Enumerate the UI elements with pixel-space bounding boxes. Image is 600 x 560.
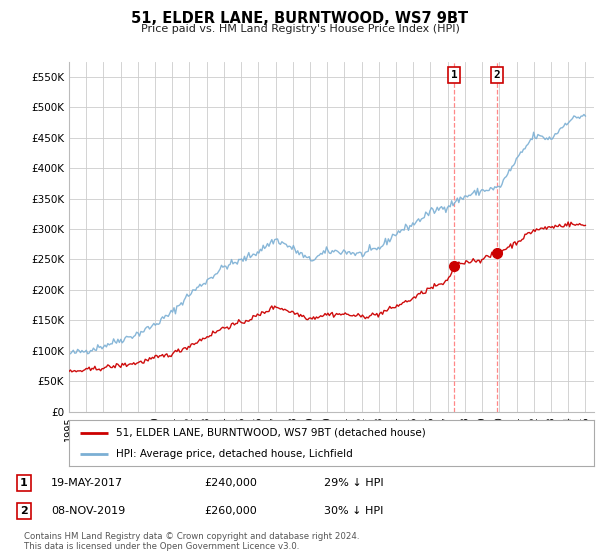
Text: £240,000: £240,000 (204, 478, 257, 488)
Text: Price paid vs. HM Land Registry's House Price Index (HPI): Price paid vs. HM Land Registry's House … (140, 24, 460, 34)
Text: £260,000: £260,000 (204, 506, 257, 516)
Text: 51, ELDER LANE, BURNTWOOD, WS7 9BT: 51, ELDER LANE, BURNTWOOD, WS7 9BT (131, 11, 469, 26)
Text: 2: 2 (20, 506, 28, 516)
Text: 30% ↓ HPI: 30% ↓ HPI (324, 506, 383, 516)
Text: 29% ↓ HPI: 29% ↓ HPI (324, 478, 383, 488)
Text: 19-MAY-2017: 19-MAY-2017 (51, 478, 123, 488)
Text: Contains HM Land Registry data © Crown copyright and database right 2024.
This d: Contains HM Land Registry data © Crown c… (24, 532, 359, 552)
Text: 08-NOV-2019: 08-NOV-2019 (51, 506, 125, 516)
Text: 1: 1 (20, 478, 28, 488)
Text: HPI: Average price, detached house, Lichfield: HPI: Average price, detached house, Lich… (116, 449, 353, 459)
Text: 51, ELDER LANE, BURNTWOOD, WS7 9BT (detached house): 51, ELDER LANE, BURNTWOOD, WS7 9BT (deta… (116, 428, 426, 438)
Text: 1: 1 (451, 70, 457, 80)
Text: 2: 2 (493, 70, 500, 80)
